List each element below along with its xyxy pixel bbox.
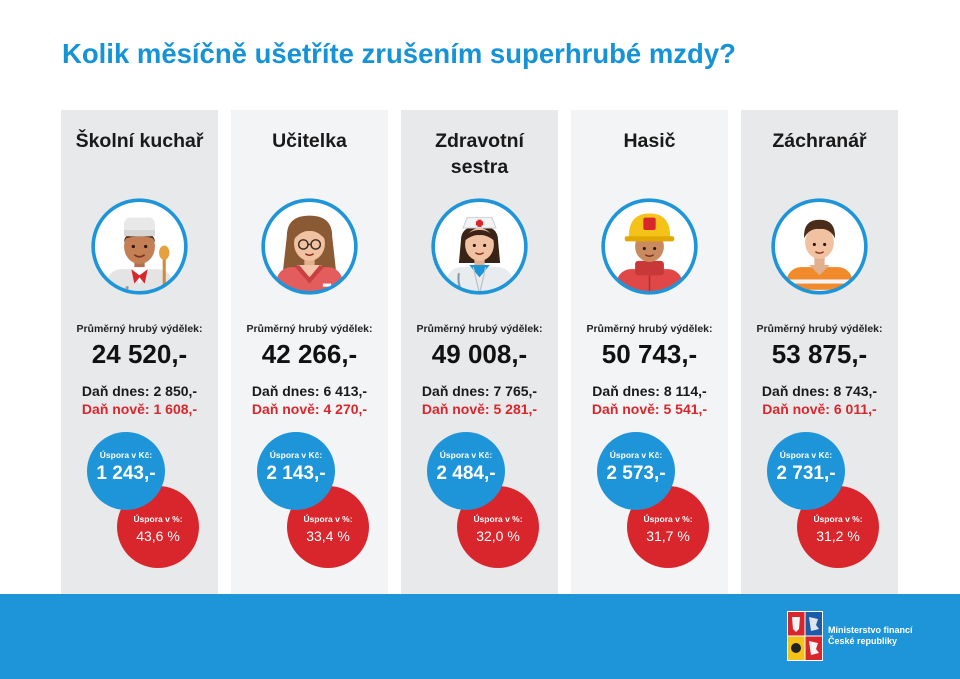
wage-value: 53 875,- bbox=[771, 339, 868, 369]
page-title: Kolik měsíčně ušetříte zrušením superhru… bbox=[62, 38, 736, 69]
saving-czk-circle: Úspora v Kč: 1 243,- bbox=[87, 432, 165, 510]
nurse-icon bbox=[431, 198, 528, 295]
profession-name: Učitelka bbox=[272, 130, 347, 152]
saving-percent-label: Úspora v %: bbox=[643, 514, 693, 524]
saving-percent-label: Úspora v %: bbox=[813, 514, 863, 524]
saving-czk-label: Úspora v Kč: bbox=[269, 450, 323, 460]
tax-now: Daň dnes: 7 765,- bbox=[421, 383, 538, 399]
state-emblem-icon bbox=[787, 611, 823, 661]
saving-czk-label: Úspora v Kč: bbox=[779, 450, 833, 460]
saving-czk-label: Úspora v Kč: bbox=[609, 450, 663, 460]
saving-percent-label: Úspora v %: bbox=[303, 514, 353, 524]
saving-czk-value: 1 243,- bbox=[96, 463, 156, 484]
firefighter-icon bbox=[601, 198, 698, 295]
saving-czk-label: Úspora v Kč: bbox=[99, 450, 153, 460]
saving-czk-value: 2 143,- bbox=[266, 463, 326, 484]
saving-percent-value: 31,2 % bbox=[816, 528, 860, 544]
saving-percent-value: 32,0 % bbox=[476, 528, 520, 544]
profession-name: Hasič bbox=[623, 130, 676, 152]
saving-czk-value: 2 573,- bbox=[606, 463, 666, 484]
saving-czk-circle: Úspora v Kč: 2 731,- bbox=[767, 432, 845, 510]
saving-percent-value: 31,7 % bbox=[646, 528, 690, 544]
profession-name: Zdravotní sestra bbox=[435, 130, 524, 178]
tax-new: Daň nově: 6 011,- bbox=[762, 401, 877, 417]
tax-now: Daň dnes: 8 743,- bbox=[761, 383, 878, 399]
profession-name: Školní kuchař bbox=[75, 130, 204, 152]
saving-percent-label: Úspora v %: bbox=[473, 514, 523, 524]
ministry-name-line2: České republiky bbox=[828, 636, 898, 646]
tax-new: Daň nově: 5 541,- bbox=[591, 401, 708, 417]
profession-card-nurse: Zdravotní sestra Průměrný hrubý výdělek:… bbox=[401, 110, 558, 594]
saving-czk-label: Úspora v Kč: bbox=[439, 450, 493, 460]
ministry-logo: Ministerstvo financí České republiky bbox=[787, 611, 937, 663]
saving-czk-circle: Úspora v Kč: 2 484,- bbox=[427, 432, 505, 510]
tax-new: Daň nově: 5 281,- bbox=[421, 401, 538, 417]
saving-percent-value: 43,6 % bbox=[136, 528, 180, 544]
saving-czk-circle: Úspora v Kč: 2 573,- bbox=[597, 432, 675, 510]
tax-new: Daň nově: 4 270,- bbox=[251, 401, 368, 417]
ministry-name-line1: Ministerstvo financí bbox=[828, 625, 913, 635]
saving-czk-circle: Úspora v Kč: 2 143,- bbox=[257, 432, 335, 510]
saving-czk-value: 2 731,- bbox=[776, 463, 836, 484]
saving-czk-value: 2 484,- bbox=[436, 463, 496, 484]
cook-icon bbox=[91, 198, 188, 295]
wage-label: Průměrný hrubý výdělek: bbox=[76, 323, 203, 335]
profession-card-teacher: Učitelka Průměrný hrubý výdělek: 42 266,… bbox=[231, 110, 388, 594]
wage-value: 49 008,- bbox=[431, 339, 528, 369]
saving-percent-label: Úspora v %: bbox=[133, 514, 183, 524]
profession-card-paramedic: Záchranář Průměrný hrubý výdělek: 53 875… bbox=[741, 110, 898, 594]
wage-value: 42 266,- bbox=[261, 339, 358, 369]
tax-now: Daň dnes: 8 114,- bbox=[592, 383, 707, 399]
wage-label: Průměrný hrubý výdělek: bbox=[586, 323, 713, 335]
wage-label: Průměrný hrubý výdělek: bbox=[416, 323, 543, 335]
tax-now: Daň dnes: 2 850,- bbox=[81, 383, 198, 399]
saving-percent-circle: Úspora v %: 32,0 % bbox=[457, 486, 539, 568]
wage-value: 50 743,- bbox=[601, 339, 698, 369]
profession-card-firefighter: Hasič Průměrný hrubý výdělek: 50 743,- D… bbox=[571, 110, 728, 594]
tax-new: Daň nově: 1 608,- bbox=[81, 401, 198, 417]
profession-name: Záchranář bbox=[772, 130, 867, 152]
saving-percent-value: 33,4 % bbox=[306, 528, 350, 544]
wage-label: Průměrný hrubý výdělek: bbox=[246, 323, 373, 335]
saving-percent-circle: Úspora v %: 31,2 % bbox=[797, 486, 879, 568]
paramedic-icon bbox=[771, 198, 868, 295]
wage-value: 24 520,- bbox=[91, 339, 188, 369]
teacher-icon bbox=[261, 198, 358, 295]
profession-card-cook: Školní kuchař Průměrný hrubý výdělek: 24… bbox=[61, 110, 218, 594]
tax-now: Daň dnes: 6 413,- bbox=[251, 383, 368, 399]
wage-label: Průměrný hrubý výdělek: bbox=[756, 323, 883, 335]
ministry-name: Ministerstvo financí České republiky bbox=[828, 625, 913, 647]
